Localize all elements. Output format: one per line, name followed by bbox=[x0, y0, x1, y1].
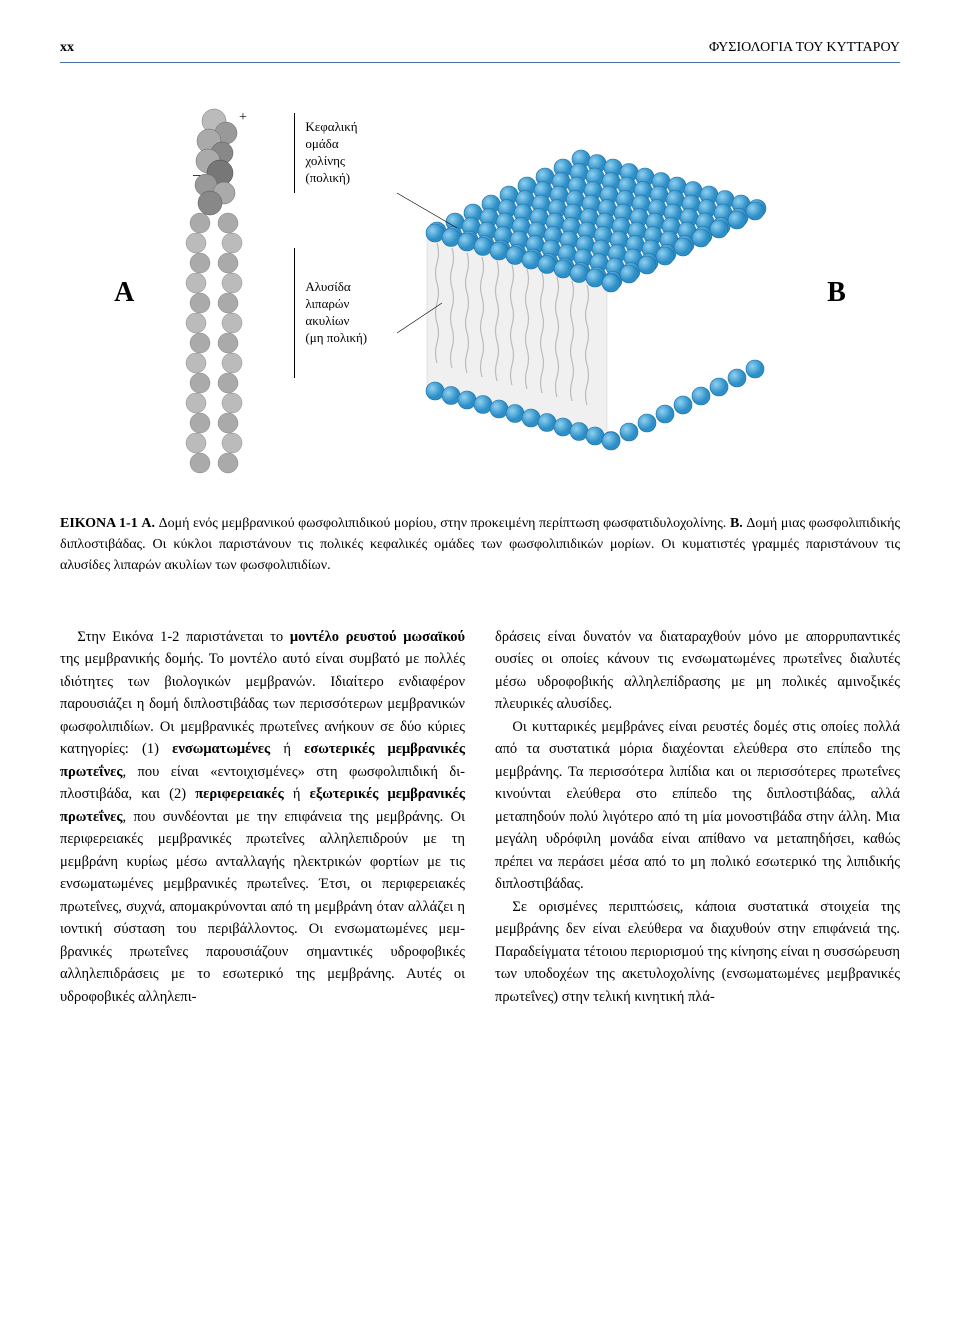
label-line: λιπαρών bbox=[305, 296, 367, 313]
text-run: ή bbox=[270, 741, 304, 757]
figure-caption: ΕΙΚΟΝΑ 1-1 A. Δομή ενός μεμβρανικού φωσφ… bbox=[60, 513, 900, 576]
text-bold: περιφερειακές bbox=[195, 786, 284, 802]
label-line: ομάδα bbox=[305, 136, 367, 153]
tail-label: Αλυσίδα λιπαρών ακυλίων (μη πολική) bbox=[294, 248, 367, 378]
label-line: (μη πολική) bbox=[305, 330, 367, 347]
label-line: Αλυσίδα bbox=[305, 279, 367, 296]
label-line: Κεφαλική bbox=[305, 119, 367, 136]
text-run: , που συνδέονται με την επι­φάνεια της μ… bbox=[60, 809, 465, 1005]
text-run: Στην Εικόνα 1-2 παριστάνεται το bbox=[77, 629, 289, 645]
caption-b-bold: B. bbox=[730, 516, 743, 531]
minus-charge: − bbox=[192, 168, 201, 185]
bilayer-diagram bbox=[397, 133, 797, 453]
figure-1-1: A + − bbox=[60, 103, 900, 483]
molecule-labels: Κεφαλική ομάδα χολίνης (πολική) Αλυσίδα … bbox=[294, 103, 367, 378]
page-header: xx ΦΥΣΙΟΛΟΓΙΑ ΤΟΥ ΚΥΤΤΑΡΟΥ bbox=[60, 40, 900, 63]
label-line: ακυλίων bbox=[305, 313, 367, 330]
text-run: δράσεις είναι δυνατόν να διαταραχθούν μό… bbox=[495, 629, 900, 712]
text-bold: μοντέλο ρευ­στού μωσαϊκού bbox=[290, 629, 465, 645]
body-text: Στην Εικόνα 1-2 παριστάνεται το μοντέλο … bbox=[60, 626, 900, 1008]
paragraph: Σε ορισμένες περιπτώσεις, κάποια συστατι… bbox=[495, 896, 900, 1008]
label-line: (πολική) bbox=[305, 170, 367, 187]
label-line: χολίνης bbox=[305, 153, 367, 170]
text-run: ή bbox=[284, 786, 310, 802]
plus-charge: + bbox=[239, 110, 247, 125]
text-bold: εν­σωματωμένες bbox=[172, 741, 270, 757]
column-left: Στην Εικόνα 1-2 παριστάνεται το μοντέλο … bbox=[60, 626, 465, 1008]
panel-a: + − bbox=[164, 103, 367, 483]
column-right: δράσεις είναι δυνατόν να διαταραχθούν μό… bbox=[495, 626, 900, 1008]
panel-a-label: A bbox=[114, 277, 134, 309]
paragraph: Οι κυτταρικές μεμβράνες είναι ρευστές δο… bbox=[495, 716, 900, 896]
panel-b-label: B bbox=[827, 277, 846, 309]
text-run: Σε ορισμένες περιπτώσεις, κάποια συστατι… bbox=[495, 899, 900, 1005]
text-run: Οι κυτταρικές μεμβράνες είναι ρευστές δο… bbox=[495, 719, 900, 892]
caption-a-bold: A. bbox=[141, 516, 155, 531]
chapter-title: ΦΥΣΙΟΛΟΓΙΑ ΤΟΥ ΚΥΤΤΑΡΟΥ bbox=[709, 40, 900, 56]
paragraph: Στην Εικόνα 1-2 παριστάνεται το μοντέλο … bbox=[60, 626, 465, 1008]
paragraph: δράσεις είναι δυνατόν να διαταραχθούν μό… bbox=[495, 626, 900, 716]
caption-label: ΕΙΚΟΝΑ 1-1 bbox=[60, 516, 138, 531]
page-number: xx bbox=[60, 40, 74, 56]
phospholipid-molecule-diagram: + − bbox=[164, 103, 274, 483]
head-group-label: Κεφαλική ομάδα χολίνης (πολική) bbox=[294, 113, 367, 193]
caption-a-text: Δομή ενός μεμβρανικού φωσφολιπιδικού μορ… bbox=[159, 516, 727, 531]
